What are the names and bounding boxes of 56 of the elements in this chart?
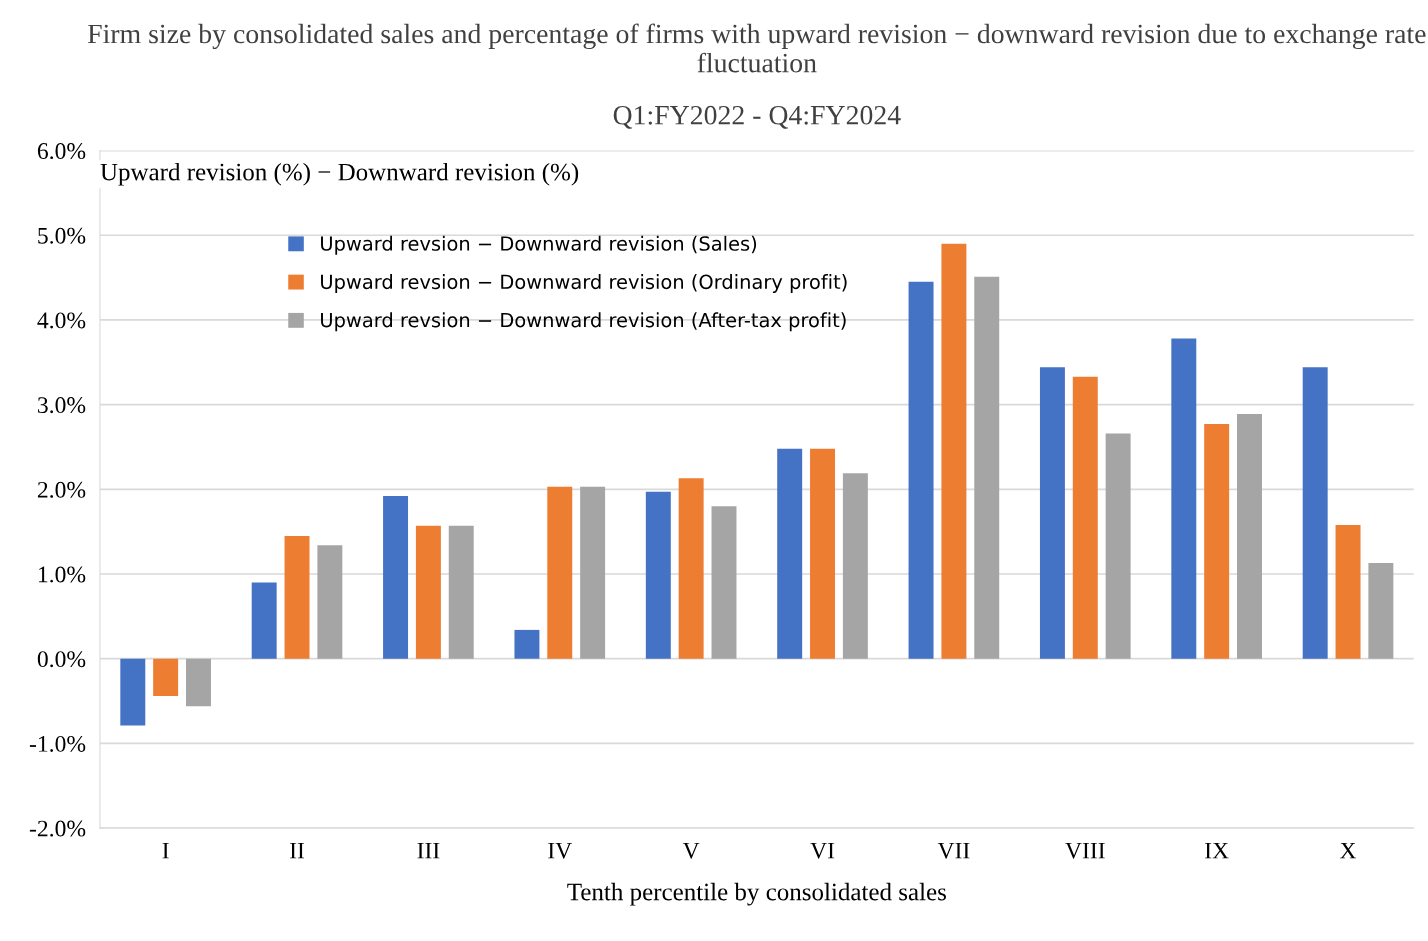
y-tick-label: 6.0%	[37, 143, 86, 160]
bar	[810, 448, 836, 659]
x-tick-label: VI	[810, 842, 835, 859]
legend-label: Upward revsion − Downward revision (Sales)	[321, 235, 757, 255]
bar	[514, 629, 540, 659]
y-tick-label: 0.0%	[37, 651, 86, 668]
legend-label: Upward revsion − Downward revision (After-tax profit)	[321, 312, 846, 332]
x-tick-label: IV	[548, 842, 572, 859]
bar	[1237, 413, 1262, 659]
bar	[547, 486, 573, 659]
bar	[580, 486, 606, 659]
x-tick-label: I	[162, 842, 169, 859]
bar	[645, 491, 671, 659]
y-tick-label: 2.0%	[37, 481, 86, 498]
bar	[251, 582, 277, 659]
y-axis-title: Upward revision (%) − Downward revision (%)	[100, 162, 579, 186]
bar	[974, 276, 1000, 659]
y-tick-label: 4.0%	[37, 312, 86, 329]
chart-subtitle: Q1:FY2022 - Q4:FY2024	[613, 105, 901, 129]
bar	[711, 506, 737, 659]
bar	[941, 243, 967, 659]
x-tick-label: III	[417, 842, 440, 859]
bar	[284, 535, 310, 659]
x-tick-label: VII	[937, 842, 970, 859]
bar	[186, 658, 211, 707]
y-tick-label: -2.0%	[29, 820, 86, 837]
bar	[1204, 424, 1230, 659]
bar	[777, 448, 803, 659]
bar	[1072, 376, 1098, 659]
bar	[120, 658, 146, 726]
bar	[1039, 367, 1065, 659]
y-tick-label: 1.0%	[38, 566, 86, 583]
bar	[1368, 563, 1394, 659]
bar	[383, 496, 409, 659]
chart-title: Firm size by consolidated sales and percentage of firms with upward revision − downward revision due to exchange rate fluctuation	[87, 23, 1426, 73]
bar	[415, 525, 441, 659]
legend-label: Upward revsion − Downward revision (Ordinary profit)	[321, 274, 847, 293]
x-tick-label: V	[682, 842, 700, 859]
y-tick-label: -1.0%	[29, 735, 86, 752]
bar	[1105, 433, 1131, 659]
x-tick-label: IX	[1205, 842, 1229, 859]
y-tick-label: 5.0%	[38, 227, 86, 244]
bar	[448, 525, 474, 659]
bar	[1171, 338, 1197, 659]
bar	[678, 478, 704, 659]
x-tick-label: X	[1340, 842, 1357, 859]
x-axis-title: Tenth percentile by consolidated sales	[567, 882, 946, 906]
bar	[317, 545, 343, 659]
bar	[153, 658, 179, 696]
x-tick-label: II	[290, 842, 305, 859]
x-tick-label: VIII	[1065, 842, 1105, 859]
bar	[1335, 524, 1361, 659]
bar	[842, 473, 868, 659]
bar	[1302, 367, 1328, 659]
bar	[908, 281, 934, 659]
y-tick-label: 3.0%	[38, 397, 86, 414]
